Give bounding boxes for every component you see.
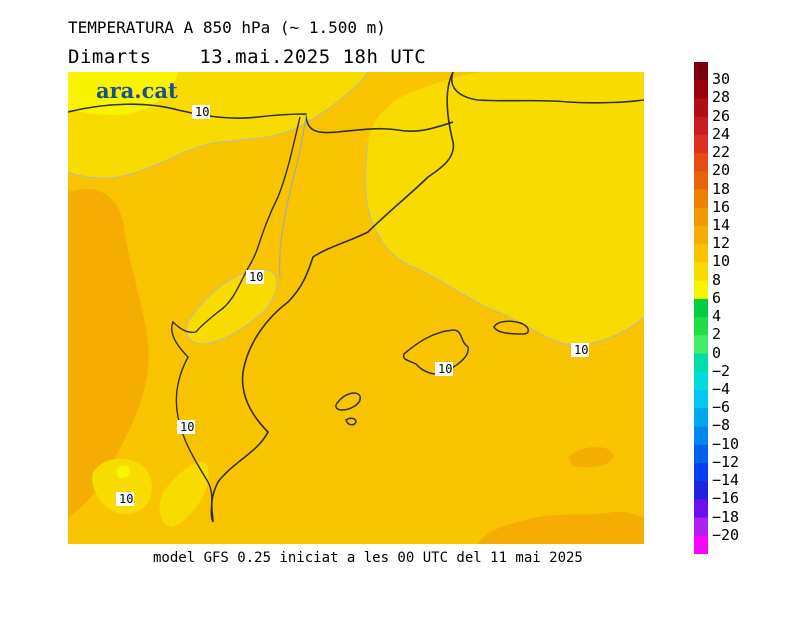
colorbar-swatch: [694, 262, 708, 282]
colorbar-swatch: [694, 226, 708, 245]
colorbar-tick-label: −4: [712, 380, 731, 398]
colorbar-swatch: [694, 444, 708, 464]
colorbar-swatch: [694, 371, 708, 391]
colorbar-tick-label: −20: [712, 525, 740, 544]
colorbar-swatch: [694, 244, 708, 263]
temperature-field-8-10-valley: [186, 269, 278, 344]
colorbar-swatch: [694, 517, 708, 537]
colorbar-swatch: [694, 426, 708, 446]
contour-label: 10: [116, 492, 134, 506]
coastline: [210, 72, 455, 523]
contour-label-text: 10: [180, 420, 194, 434]
island-ibiza: [335, 392, 361, 411]
colorbar-tick-label: −14: [712, 471, 740, 490]
colorbar-swatch: [694, 171, 708, 191]
colorbar-swatch: [694, 116, 708, 136]
colorbar-tick-label: −16: [712, 489, 740, 508]
contour-label-text: 10: [195, 105, 209, 119]
colorbar-tick-label: −10: [712, 434, 740, 453]
aracat-logo[interactable]: ara.cat: [96, 78, 178, 103]
colorbar-tick-label: −12: [712, 452, 740, 471]
colorbar-swatch: [694, 80, 708, 99]
temperature-map: 10 10 10 10 10 10: [68, 72, 644, 544]
island-mallorca: [402, 329, 469, 375]
colorbar-tick-label: 10: [712, 252, 731, 271]
colorbar-tick-label: −18: [712, 507, 740, 526]
colorbar-swatch: [694, 335, 708, 355]
colorbar-swatch: [694, 408, 708, 427]
temperature-field-8-10-coast-south: [159, 461, 209, 527]
contour-label-text: 10: [119, 492, 133, 506]
contour-label: 10: [177, 420, 195, 434]
temperature-field-12-14-small: [568, 446, 614, 468]
contour-label: 10: [246, 270, 264, 284]
colorbar-swatch: [694, 317, 708, 336]
colorbar-tick-label: 24: [712, 124, 731, 143]
temperature-field-6-8-northwest: [68, 72, 178, 115]
colorbar-swatch: [694, 153, 708, 172]
colorbar-swatch: [694, 353, 708, 373]
temperature-field-12-14-west: [68, 188, 149, 518]
colorbar-tick-label: −2: [712, 361, 731, 380]
colorbar-swatch: [694, 535, 708, 554]
contour-label: 10: [435, 362, 453, 376]
isotherm-10-line: [68, 72, 369, 179]
island-formentera: [345, 417, 357, 426]
temperature-field-6-8-spot: [116, 465, 131, 479]
contour-label: 10: [571, 343, 589, 357]
colorbar-tick-label: 2: [712, 325, 722, 344]
coastline: [68, 103, 454, 134]
temperature-field-8-10-southwest: [92, 458, 152, 515]
map-title: TEMPERATURA A 850 hPa (~ 1.500 m): [68, 18, 386, 37]
land-border: [279, 113, 307, 278]
colorbar-swatch: [694, 481, 708, 500]
contour-label: 10: [192, 105, 210, 119]
colorbar-tick-label: −6: [712, 398, 731, 417]
colorbar-tick-label: 14: [712, 216, 731, 234]
temperature-colorbar: [694, 62, 708, 554]
colorbar-tick-label: −8: [712, 416, 731, 435]
colorbar-tick-label: 6: [712, 288, 722, 307]
land-border: [171, 116, 301, 523]
contour-label-text: 10: [574, 343, 588, 357]
contour-label-text: 10: [249, 270, 263, 284]
colorbar-tick-label: 16: [712, 197, 731, 216]
colorbar-tick-label: 22: [712, 143, 731, 162]
temperature-field-8-10-northeast: [365, 72, 644, 345]
temperature-field-12-14-southeast: [478, 511, 644, 544]
colorbar-tick-label: 26: [712, 106, 731, 125]
island-menorca: [493, 320, 529, 335]
colorbar-swatch: [694, 298, 708, 318]
colorbar-tick-label: 0: [712, 343, 722, 362]
map-subtitle-date: Dimarts 13.mai.2025 18h UTC: [68, 46, 427, 68]
colorbar-swatch: [694, 134, 708, 154]
colorbar-swatch: [694, 98, 708, 118]
contour-label-text: 10: [438, 362, 452, 376]
colorbar-swatch: [694, 499, 708, 519]
model-run-caption: model GFS 0.25 iniciat a les 00 UTC del …: [153, 550, 583, 566]
colorbar-tick-label: 8: [712, 270, 722, 289]
colorbar-tick-label: 18: [712, 179, 731, 198]
colorbar-swatch: [694, 280, 708, 300]
colorbar-swatch: [694, 462, 708, 482]
isotherm-10-line: [365, 141, 644, 346]
colorbar-tick-label: 4: [712, 307, 722, 326]
colorbar-swatch: [694, 207, 708, 227]
isotherm-10-line: [185, 269, 278, 345]
colorbar-swatch: [694, 189, 708, 209]
colorbar-swatch: [694, 62, 708, 81]
coastline: [451, 72, 644, 104]
colorbar-swatch: [694, 390, 708, 409]
colorbar-tick-label: 28: [712, 88, 731, 107]
colorbar-tick-label: 12: [712, 234, 731, 253]
colorbar-tick-label: 30: [712, 70, 731, 89]
colorbar-tick-label: 20: [712, 161, 731, 180]
